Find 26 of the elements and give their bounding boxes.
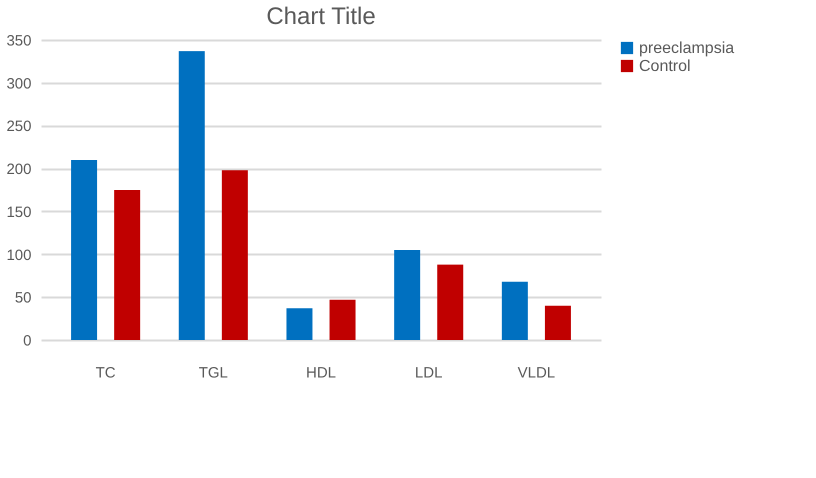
bar xyxy=(330,300,356,340)
y-tick-label: 350 xyxy=(6,32,32,50)
bar xyxy=(222,170,248,340)
bar xyxy=(502,282,528,340)
y-tick-label: 150 xyxy=(6,204,32,221)
y-tick-label: 50 xyxy=(14,290,32,307)
bar xyxy=(394,250,420,340)
y-tick-label: 100 xyxy=(6,246,32,264)
x-tick-label: TGL xyxy=(198,364,228,382)
x-tick-label: HDL xyxy=(306,364,336,382)
x-tick-label: TC xyxy=(96,364,116,382)
y-tick-label: 0 xyxy=(23,332,32,350)
legend-label: Control xyxy=(639,58,691,75)
x-tick-label: LDL xyxy=(414,364,442,382)
bar xyxy=(71,160,98,340)
bar xyxy=(544,306,571,340)
chart-title: Chart Title xyxy=(266,3,376,30)
bar xyxy=(114,190,140,340)
y-tick-label: 200 xyxy=(6,161,32,178)
x-tick-label: VLDL xyxy=(518,364,556,382)
bar xyxy=(437,264,464,340)
bar xyxy=(178,51,205,340)
y-tick-label: 250 xyxy=(6,118,32,136)
y-tick-label: 300 xyxy=(6,75,32,92)
bar xyxy=(286,308,312,340)
legend-label: preeclampsia xyxy=(639,40,734,57)
